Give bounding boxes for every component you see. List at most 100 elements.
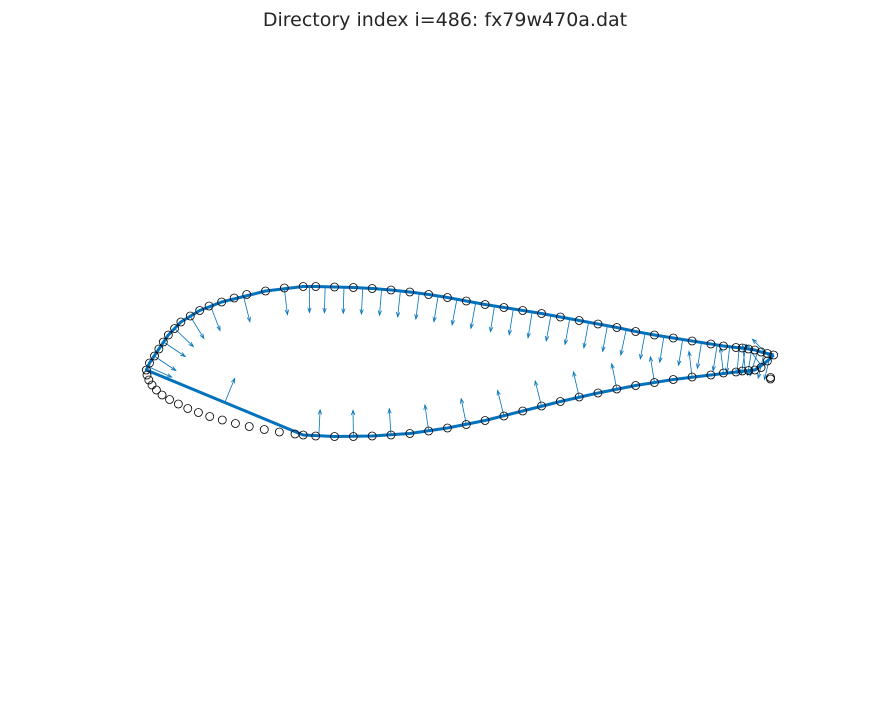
normal-arrow xyxy=(377,289,382,317)
normal-arrow xyxy=(210,306,221,332)
data-point xyxy=(762,349,772,358)
data-point xyxy=(756,363,766,372)
data-point xyxy=(574,316,584,325)
data-point xyxy=(147,380,157,390)
data-point xyxy=(668,375,678,384)
normal-arrow xyxy=(619,329,627,357)
normal-arrow xyxy=(526,311,533,339)
normal-arrow xyxy=(147,366,173,378)
data-point xyxy=(631,327,641,336)
data-point xyxy=(150,351,159,361)
normal-arrow xyxy=(387,407,392,435)
data-point xyxy=(386,285,396,295)
data-point xyxy=(151,385,161,395)
data-point xyxy=(217,415,227,425)
data-point xyxy=(163,330,173,340)
data-point xyxy=(744,366,753,375)
normal-arrow xyxy=(283,288,289,316)
data-point xyxy=(750,345,760,355)
normal-arrow xyxy=(507,308,514,336)
data-point xyxy=(204,301,214,311)
data-point xyxy=(537,401,546,411)
data-point xyxy=(311,431,321,441)
data-point xyxy=(330,432,339,441)
normal-arrow xyxy=(432,295,439,323)
data-point xyxy=(183,404,193,413)
data-point xyxy=(424,290,434,299)
data-point xyxy=(650,378,659,387)
data-point xyxy=(298,282,308,291)
data-point xyxy=(274,427,284,437)
normal-arrow xyxy=(489,305,495,333)
data-point xyxy=(537,309,546,318)
data-point xyxy=(242,290,252,299)
normal-arrow xyxy=(601,325,608,353)
data-point xyxy=(244,422,254,431)
data-point xyxy=(744,344,753,354)
data-point xyxy=(762,356,772,366)
normal-arrow xyxy=(496,389,505,416)
airfoil-polyline-path xyxy=(144,285,775,438)
data-point xyxy=(154,344,164,354)
data-point xyxy=(461,420,471,429)
data-point xyxy=(311,282,321,291)
data-point xyxy=(766,373,775,382)
data-point xyxy=(348,283,358,292)
normal-arrow xyxy=(341,287,346,315)
normal-arrow xyxy=(243,296,251,323)
data-point xyxy=(719,368,728,378)
data-point xyxy=(144,375,154,385)
data-point xyxy=(593,319,603,329)
normal-arrow xyxy=(582,322,589,349)
data-point xyxy=(173,399,183,409)
data-point xyxy=(687,372,697,382)
data-point xyxy=(706,370,716,380)
normal-vectors xyxy=(147,286,771,437)
data-point xyxy=(279,283,289,293)
data-point xyxy=(405,287,415,297)
data-point xyxy=(668,333,678,343)
data-point xyxy=(330,282,339,292)
chart-title: Directory index i=486: fx79w470a.dat xyxy=(263,9,627,31)
data-point xyxy=(261,286,270,296)
data-point xyxy=(443,423,452,433)
data-point xyxy=(443,293,452,302)
normal-arrow xyxy=(396,290,401,319)
airfoil-polyline xyxy=(144,285,775,438)
data-point xyxy=(706,339,716,349)
normal-arrow xyxy=(751,338,771,359)
normal-arrow xyxy=(414,293,420,321)
data-point xyxy=(737,366,747,376)
normal-arrow xyxy=(658,336,665,364)
data-point xyxy=(750,365,760,375)
airfoil-points xyxy=(141,282,779,441)
data-point xyxy=(205,412,215,421)
data-point xyxy=(480,300,490,309)
normal-arrow xyxy=(739,348,746,376)
data-point xyxy=(612,384,622,394)
data-point xyxy=(731,367,741,377)
data-point xyxy=(650,330,659,340)
data-point xyxy=(518,406,528,416)
data-point xyxy=(737,343,747,353)
normal-arrow xyxy=(460,397,467,425)
data-point xyxy=(405,429,415,438)
data-point xyxy=(769,350,779,360)
normal-arrow xyxy=(317,408,322,436)
data-point xyxy=(719,341,728,351)
data-point xyxy=(631,381,641,390)
data-point xyxy=(574,392,584,402)
data-point xyxy=(194,408,203,417)
normal-arrow xyxy=(725,346,731,374)
normal-arrow xyxy=(423,403,430,431)
data-point xyxy=(298,430,308,440)
normal-arrow xyxy=(711,344,718,372)
normal-arrow xyxy=(563,318,571,346)
normal-arrow xyxy=(696,342,702,370)
data-point xyxy=(231,419,240,428)
normal-arrow xyxy=(322,286,327,314)
data-point xyxy=(142,370,152,380)
data-point xyxy=(170,324,179,333)
normal-arrow xyxy=(741,343,746,372)
